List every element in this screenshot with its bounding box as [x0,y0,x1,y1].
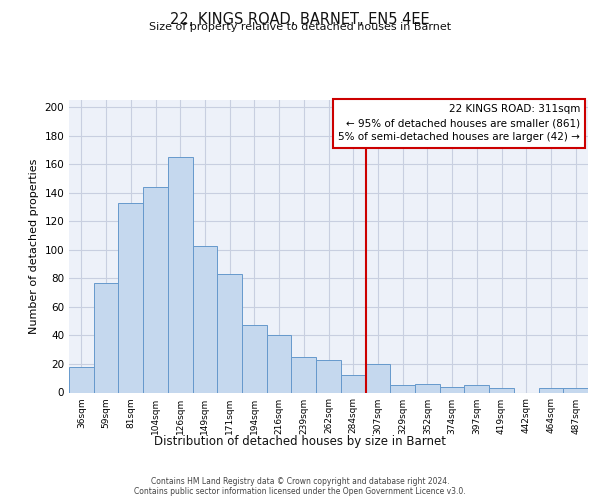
Bar [168,157,193,392]
Bar [94,282,118,393]
Bar [464,386,489,392]
Bar [563,388,588,392]
Text: 22, KINGS ROAD, BARNET, EN5 4EE: 22, KINGS ROAD, BARNET, EN5 4EE [170,12,430,28]
Text: Distribution of detached houses by size in Barnet: Distribution of detached houses by size … [154,435,446,448]
Bar [143,187,168,392]
Text: Size of property relative to detached houses in Barnet: Size of property relative to detached ho… [149,22,451,32]
Bar [390,386,415,392]
Y-axis label: Number of detached properties: Number of detached properties [29,158,39,334]
Bar [69,367,94,392]
Bar [316,360,341,392]
Text: 22 KINGS ROAD: 311sqm
← 95% of detached houses are smaller (861)
5% of semi-deta: 22 KINGS ROAD: 311sqm ← 95% of detached … [338,104,580,142]
Bar [193,246,217,392]
Bar [341,376,365,392]
Bar [242,326,267,392]
Bar [217,274,242,392]
Bar [292,357,316,392]
Bar [365,364,390,392]
Bar [440,387,464,392]
Bar [118,202,143,392]
Text: Contains HM Land Registry data © Crown copyright and database right 2024.: Contains HM Land Registry data © Crown c… [151,478,449,486]
Bar [539,388,563,392]
Bar [267,336,292,392]
Bar [489,388,514,392]
Text: Contains public sector information licensed under the Open Government Licence v3: Contains public sector information licen… [134,488,466,496]
Bar [415,384,440,392]
